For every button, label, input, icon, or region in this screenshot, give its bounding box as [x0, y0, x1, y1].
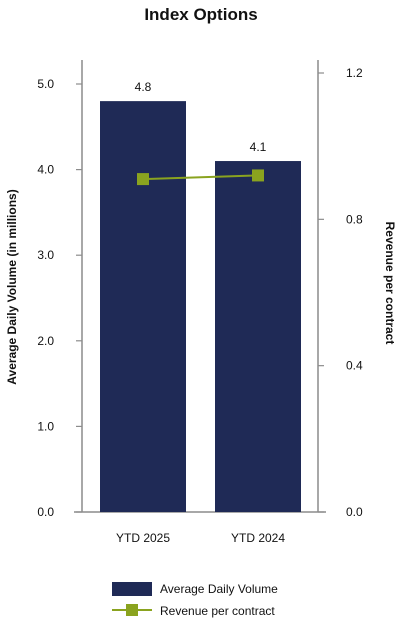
left-tick-label: 3.0	[37, 248, 54, 262]
left-tick-label: 5.0	[37, 77, 54, 91]
bar-value-label-1: 4.8	[135, 80, 152, 94]
bar-value-label-2: 4.1	[250, 140, 267, 154]
left-tick-label: 2.0	[37, 334, 54, 348]
bar-1	[100, 101, 186, 513]
right-tick-label: 1.2	[346, 66, 363, 80]
legend-label-revenue-per-contract: Revenue per contract	[160, 604, 275, 618]
left-tick-label: 0.0	[37, 505, 54, 519]
right-tick-label: 0.4	[346, 359, 363, 373]
right-tick-label: 0.0	[346, 505, 363, 519]
category-label-1: YTD 2025	[116, 531, 170, 545]
revenue-line	[142, 174, 259, 181]
legend-swatch-marker	[126, 604, 138, 616]
legend-swatch-bar	[112, 582, 152, 596]
legend: Average Daily Volume Revenue per contrac…	[112, 582, 278, 618]
revenue-marker-1	[137, 173, 149, 186]
bar-2	[215, 161, 301, 513]
left-tick-label: 4.0	[37, 163, 54, 177]
legend-label-average-daily-volume: Average Daily Volume	[160, 582, 278, 596]
chart-title: Index Options	[144, 5, 257, 24]
plot-area: 0.0 1.0 2.0 3.0 4.0 5.0 0.0 0.4 0.8 1.2 4.8 YTD 202…	[37, 60, 363, 545]
revenue-marker-2	[252, 169, 264, 182]
left-axis-title: Average Daily Volume (in millions)	[5, 189, 19, 384]
right-axis-title: Revenue per contract	[383, 222, 397, 345]
right-tick-label: 0.8	[346, 212, 363, 226]
left-tick-label: 1.0	[37, 419, 54, 433]
category-label-2: YTD 2024	[231, 531, 285, 545]
